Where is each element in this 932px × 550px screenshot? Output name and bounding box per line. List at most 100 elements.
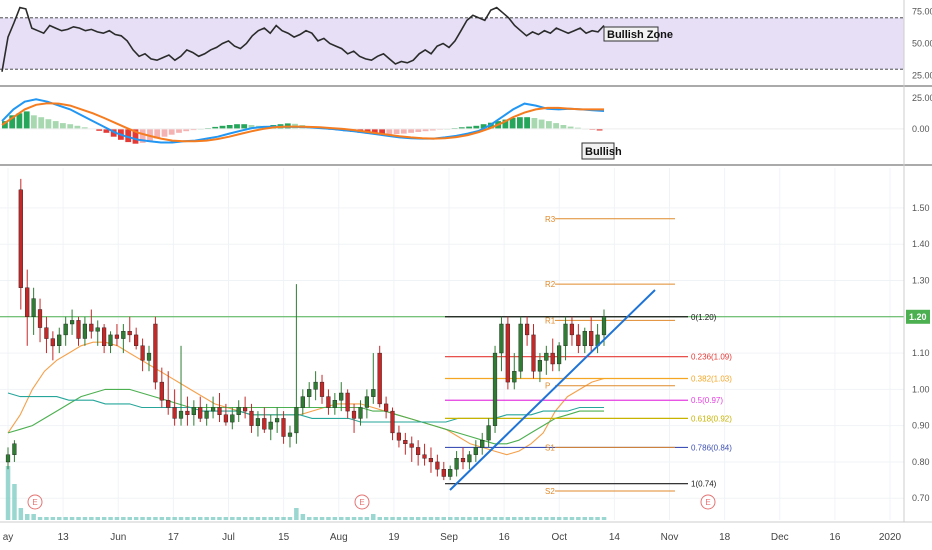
candle-body	[576, 334, 581, 346]
volume-bar	[544, 517, 549, 520]
candle-body	[31, 298, 36, 317]
volume-bar	[31, 514, 36, 520]
pivot-label: R3	[545, 215, 556, 224]
volume-bar	[396, 517, 402, 520]
trendline[interactable]	[449, 289, 656, 491]
volume-bar	[448, 517, 453, 520]
candle-body	[159, 381, 164, 401]
candle-body	[178, 410, 184, 419]
candle-body	[281, 418, 286, 437]
candle-body	[557, 345, 562, 365]
volume-bar	[364, 517, 370, 520]
volume-bar	[5, 466, 11, 520]
time-tick-label: 14	[609, 532, 621, 543]
volume-bar	[191, 517, 197, 520]
candle-body	[505, 323, 510, 383]
volume-bar	[242, 517, 248, 520]
price-tick-label: 1.50	[912, 203, 930, 213]
volume-bar	[422, 517, 427, 520]
volume-bar	[601, 517, 607, 520]
volume-bar	[185, 517, 190, 520]
earnings-marker-label: E	[705, 498, 710, 507]
macd-histogram-bar	[596, 128, 603, 131]
candle-body	[550, 352, 555, 365]
earnings-marker-label: E	[359, 498, 364, 507]
candle-body	[525, 323, 530, 336]
volume-bar	[114, 517, 120, 520]
candle-body	[249, 410, 254, 426]
price-panel: 0(1.20) 0.236(1.09) 0.382(1.03) 0.5(0.97) 0.…	[0, 168, 930, 520]
time-tick-label: Oct	[551, 532, 567, 543]
macd-axis: 25.00 0.00	[912, 93, 932, 134]
volume-bar	[332, 517, 338, 520]
macd-signal-line	[1, 102, 604, 143]
time-tick-label: 13	[58, 532, 70, 543]
candle-body	[537, 360, 542, 372]
volume-bar	[133, 517, 139, 520]
volume-bar	[50, 517, 56, 520]
macd-histogram-bar	[38, 117, 45, 129]
candle-body	[403, 440, 408, 445]
volume-bar	[95, 517, 100, 520]
volume-bar	[63, 517, 68, 520]
time-tick-label: Nov	[661, 532, 679, 543]
price-tick-label: 0.90	[912, 421, 930, 431]
candle-body	[63, 323, 68, 336]
candle-body	[236, 407, 241, 416]
time-tick-label: 18	[719, 532, 731, 543]
volume-bar	[281, 517, 286, 520]
macd-histogram-bar	[234, 124, 240, 129]
candle-body	[166, 400, 171, 408]
macd-histogram-bar	[31, 115, 37, 129]
volume-bar	[531, 517, 536, 520]
candle-body	[307, 389, 312, 397]
macd-histogram-bar	[415, 128, 422, 132]
volume-bar	[255, 517, 261, 520]
candle-body	[223, 414, 228, 423]
candle-body	[435, 461, 440, 470]
candle-body	[345, 392, 350, 412]
volume-bar	[537, 517, 543, 520]
macd-histogram-bar	[241, 124, 248, 129]
macd-histogram-bar	[9, 115, 16, 129]
candle-body	[76, 320, 81, 339]
rsi-axis: 75.00 50.00 25.00	[912, 6, 932, 80]
earnings-marker[interactable]	[700, 494, 716, 510]
macd-histogram-bar	[52, 121, 59, 129]
candle-body	[25, 287, 30, 317]
macd-histogram-bar	[147, 128, 153, 141]
candle-body	[448, 469, 453, 477]
volume-bar	[300, 514, 306, 520]
time-tick-label: Jun	[110, 532, 126, 543]
candle-body	[351, 410, 357, 419]
volume-bar	[12, 484, 17, 520]
candle-body	[262, 418, 267, 430]
volume-bar	[230, 517, 235, 520]
candle-body	[89, 323, 94, 332]
fib-level-label: 0.5(0.97)	[691, 396, 723, 405]
volume-bar	[121, 517, 126, 520]
macd-histogram-bar	[546, 121, 552, 129]
candle-body	[416, 447, 421, 455]
earnings-marker-label: E	[32, 498, 37, 507]
price-tick-label: 0.70	[912, 493, 930, 503]
macd-histogram-bar	[161, 128, 168, 137]
moving-average-line	[7, 341, 605, 456]
volume-bar	[518, 517, 523, 520]
macd-histogram-bar	[567, 126, 574, 129]
earnings-marker[interactable]	[354, 494, 370, 510]
volume-bar	[210, 517, 216, 520]
time-tick-label: 16	[499, 532, 511, 543]
volume-bar	[403, 517, 408, 520]
volume-bar	[37, 517, 43, 520]
volume-bar	[556, 517, 562, 520]
volume-bar	[415, 517, 421, 520]
volume-bar	[390, 517, 395, 520]
candle-body	[377, 352, 382, 405]
macd-histogram-bar	[139, 128, 146, 143]
candle-body	[146, 352, 152, 361]
candle-body	[50, 338, 55, 347]
earnings-marker[interactable]	[27, 494, 43, 510]
volume-bar	[435, 517, 440, 520]
